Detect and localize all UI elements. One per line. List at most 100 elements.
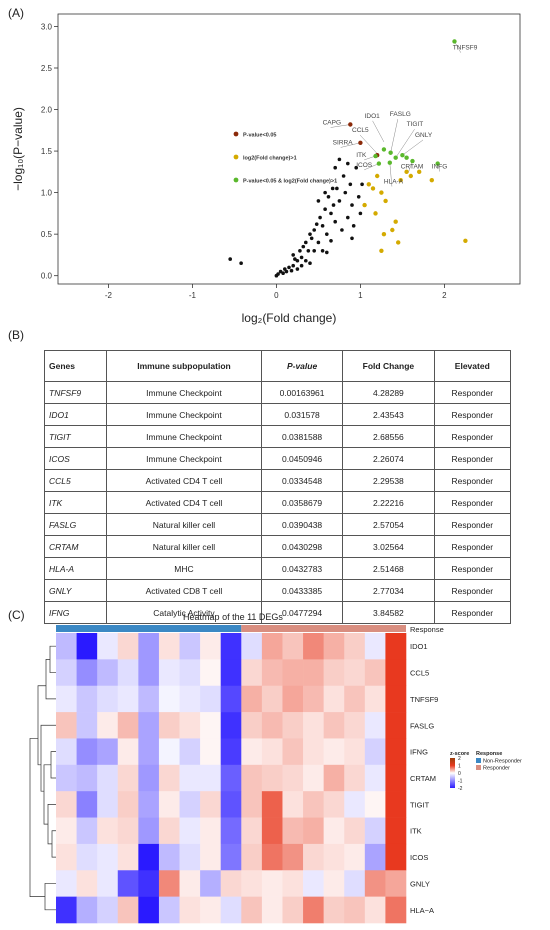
y-axis-label: −log₁₀(P−value) bbox=[11, 107, 25, 191]
heatmap-cell bbox=[117, 896, 139, 924]
data-point-black bbox=[301, 244, 306, 249]
table-row: CRTAM Natural killer cell 0.0430298 3.02564… bbox=[43, 535, 512, 558]
data-point-black bbox=[360, 182, 364, 187]
heatmap-row-label: TIGIT bbox=[410, 800, 430, 809]
heatmap-cell bbox=[179, 870, 201, 897]
heatmap-cell bbox=[241, 659, 263, 687]
subpopulation-cell: Immune Checkpoint bbox=[106, 381, 262, 404]
fold-change-cell: 2.43543 bbox=[342, 403, 435, 426]
heatmap-cell bbox=[282, 712, 304, 739]
elevated-cell: Responder bbox=[433, 557, 512, 580]
heatmap-cell bbox=[97, 685, 119, 713]
heatmap-cell bbox=[282, 738, 304, 766]
heatmap-cell bbox=[323, 791, 345, 818]
data-point-black bbox=[320, 224, 325, 228]
data-point-yellow bbox=[390, 227, 395, 233]
heatmap-cell bbox=[200, 791, 222, 818]
data-point-black bbox=[308, 261, 312, 266]
heatmap-cell bbox=[56, 764, 77, 792]
heatmap-cell bbox=[261, 659, 283, 687]
data-point-black bbox=[348, 182, 353, 187]
heatmap: Heatmap of the 11 DEGs Response IDO1 CCL5 TN… bbox=[29, 612, 522, 924]
gene-cell: ITK bbox=[43, 491, 108, 514]
heatmap-cell bbox=[179, 791, 201, 818]
heatmap-cell bbox=[261, 738, 283, 766]
heatmap-cell bbox=[56, 870, 77, 897]
legend-label: P-value<0.05 & log2(Fold change)>1 bbox=[243, 179, 337, 185]
heatmap-cell bbox=[303, 633, 324, 660]
data-point-black bbox=[350, 236, 354, 241]
heatmap-cell bbox=[261, 764, 283, 792]
heatmap-cell bbox=[241, 896, 263, 924]
dendrogram-branch bbox=[50, 751, 56, 779]
data-point-black bbox=[318, 215, 322, 220]
heatmap-cell bbox=[323, 870, 345, 897]
data-point-black bbox=[281, 271, 285, 276]
heatmap-cell bbox=[158, 764, 180, 792]
heatmap-cell bbox=[385, 791, 407, 818]
heatmap-cell bbox=[364, 764, 386, 792]
data-point-black bbox=[295, 267, 300, 271]
heatmap-cell bbox=[323, 738, 345, 766]
data-point-yellow bbox=[396, 240, 401, 245]
heatmap-cell bbox=[385, 633, 407, 660]
panel-label-c: (C) bbox=[8, 608, 25, 622]
heatmap-cell bbox=[303, 738, 324, 766]
data-point-black bbox=[354, 165, 359, 170]
heatmap-cell bbox=[282, 896, 304, 924]
fold-change-cell: 2.51468 bbox=[342, 557, 435, 580]
heatmap-cell bbox=[76, 712, 98, 739]
heatmap-cell bbox=[56, 712, 77, 739]
zscore-colorbar bbox=[450, 758, 455, 788]
heatmap-row-label: CRTAM bbox=[410, 774, 436, 783]
fold-change-cell: 3.02564 bbox=[342, 535, 435, 558]
elevated-cell: Responder bbox=[433, 381, 512, 404]
data-point-black bbox=[316, 240, 321, 245]
data-point-yellow bbox=[429, 177, 434, 183]
y-tick-label: 1.0 bbox=[41, 189, 53, 198]
data-point-black bbox=[335, 186, 339, 191]
table-row: TIGIT Immune Checkpoint 0.0381588 2.68556 Re… bbox=[43, 425, 512, 448]
legend-marker bbox=[233, 154, 239, 160]
data-point-black bbox=[351, 224, 356, 228]
heatmap-cell bbox=[76, 685, 98, 713]
heatmap-cell bbox=[261, 712, 283, 739]
zscore-tick: -1 bbox=[458, 779, 463, 785]
elevated-cell: Responder bbox=[433, 447, 512, 470]
data-point-black bbox=[358, 211, 363, 216]
heatmap-cell bbox=[364, 659, 386, 687]
heatmap-cell bbox=[138, 870, 160, 897]
data-point-black bbox=[331, 203, 336, 207]
heatmap-cell bbox=[303, 764, 324, 792]
panel-label-b: (B) bbox=[8, 328, 24, 342]
heatmap-cell bbox=[303, 896, 324, 924]
header-fold-change: Fold Change bbox=[342, 350, 435, 382]
data-point-black bbox=[304, 240, 308, 245]
pvalue-cell: 0.0432783 bbox=[260, 557, 344, 580]
pvalue-cell: 0.0477294 bbox=[260, 601, 344, 624]
data-point-maroon bbox=[348, 122, 353, 127]
heatmap-cell bbox=[261, 896, 283, 924]
data-point-black bbox=[346, 161, 350, 166]
heatmap-cell bbox=[241, 817, 263, 845]
y-tick-label: 2.0 bbox=[41, 106, 53, 115]
pvalue-cell: 0.0433385 bbox=[260, 579, 344, 602]
heatmap-cell bbox=[220, 685, 242, 713]
heatmap-cell bbox=[220, 791, 242, 818]
heatmap-cell bbox=[158, 791, 180, 818]
heatmap-cell bbox=[117, 817, 139, 845]
heatmap-cell bbox=[220, 712, 242, 739]
table-header-row: Genes Immune subpopulation P-value Fold … bbox=[43, 350, 512, 382]
gene-label: ICOS bbox=[356, 162, 373, 169]
heatmap-cell bbox=[117, 659, 139, 687]
y-tick-label: 0.0 bbox=[41, 272, 53, 281]
x-tick-label: 2 bbox=[442, 291, 447, 300]
label-leader-line bbox=[372, 120, 385, 143]
heatmap-cell bbox=[117, 738, 139, 766]
dendrogram-branch bbox=[44, 883, 56, 911]
heatmap-cell bbox=[138, 659, 160, 687]
data-point-black bbox=[299, 263, 304, 268]
data-point-green bbox=[376, 161, 382, 166]
heatmap-cell bbox=[261, 817, 283, 845]
heatmap-cell bbox=[303, 712, 324, 739]
